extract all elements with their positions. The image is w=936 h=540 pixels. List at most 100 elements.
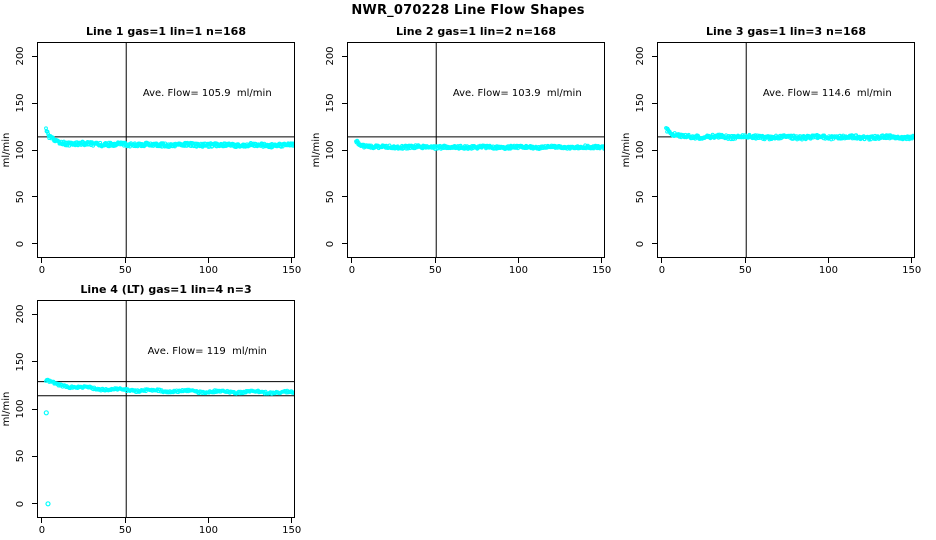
y-axis-label: ml/min (1, 132, 12, 168)
y-tick-label: 0 (15, 500, 26, 507)
y-tick-label: 150 (325, 93, 336, 113)
y-tick-label: 200 (15, 304, 26, 324)
x-tick-label: 100 (818, 265, 838, 276)
x-tick-mark (124, 518, 126, 523)
outlier-point (43, 410, 49, 416)
panel-1-title: Line 1 gas=1 lin=1 n=168 (85, 25, 246, 38)
x-tick-label: 150 (282, 525, 302, 536)
x-tick-mark (291, 518, 293, 523)
avg-flow-annotation-3: Ave. Flow= 114.6 ml/min (762, 87, 892, 99)
x-tick-label: 50 (738, 265, 752, 276)
y-tick-label: 50 (635, 190, 646, 204)
y-axis-label: ml/min (311, 132, 322, 168)
y-tick-label: 150 (15, 352, 26, 372)
x-tick-mark (434, 258, 436, 263)
x-tick-label: 0 (658, 265, 666, 276)
y-tick-label: 0 (635, 240, 646, 248)
y-axis-label: ml/min (1, 391, 12, 427)
x-tick-label: 0 (38, 265, 46, 276)
y-tick-label: 50 (15, 450, 26, 463)
x-tick-mark (41, 518, 43, 523)
y-tick-mark (32, 243, 37, 245)
x-tick-mark (207, 258, 209, 263)
panel-3-plot-box (657, 42, 915, 258)
x-tick-mark (827, 258, 829, 263)
figure-title: NWR_070228 Line Flow Shapes (351, 3, 585, 18)
avg-flow-annotation-2: Ave. Flow= 103.9 ml/min (452, 87, 582, 99)
y-tick-mark (32, 102, 37, 104)
y-tick-label: 100 (15, 399, 26, 419)
y-tick-label: 200 (15, 46, 26, 66)
panel-3-title: Line 3 gas=1 lin=3 n=168 (705, 25, 866, 38)
flow-points (664, 126, 914, 142)
avg-flow-annotation-1: Ave. Flow= 105.9 ml/min (142, 87, 272, 99)
y-tick-mark (652, 243, 657, 245)
x-tick-label: 0 (38, 525, 46, 536)
y-tick-label: 150 (635, 93, 646, 113)
x-tick-mark (517, 258, 519, 263)
panel-1-plot-box (37, 42, 295, 258)
y-tick-label: 0 (15, 240, 26, 248)
x-tick-label: 50 (428, 265, 442, 276)
x-tick-label: 100 (198, 265, 218, 276)
x-tick-mark (911, 258, 913, 263)
flow-points (44, 126, 294, 150)
x-tick-label: 100 (198, 525, 218, 536)
x-tick-mark (207, 518, 209, 523)
panel-3-scatter-plot (658, 43, 914, 257)
y-tick-mark (652, 196, 657, 198)
avg-flow-annotation-4: Ave. Flow= 119 ml/min (147, 346, 267, 358)
y-tick-mark (342, 149, 347, 151)
y-tick-mark (652, 55, 657, 57)
x-tick-label: 0 (348, 265, 356, 276)
y-tick-mark (32, 196, 37, 198)
panel-4-title: Line 4 (LT) gas=1 lin=4 n=3 (80, 283, 252, 296)
flow-points (354, 138, 604, 151)
y-tick-mark (342, 102, 347, 104)
y-tick-mark (32, 408, 37, 410)
y-tick-mark (652, 149, 657, 151)
panel-4-scatter-plot (38, 301, 294, 517)
y-tick-mark (32, 503, 37, 505)
x-tick-label: 50 (118, 265, 132, 276)
y-tick-mark (342, 243, 347, 245)
y-tick-label: 100 (15, 140, 26, 160)
panel-2-title: Line 2 gas=1 lin=2 n=168 (395, 25, 556, 38)
x-tick-mark (351, 258, 353, 263)
x-tick-label: 50 (118, 525, 132, 536)
y-axis-label: ml/min (621, 132, 632, 168)
x-tick-mark (601, 258, 603, 263)
y-tick-mark (342, 196, 347, 198)
y-tick-mark (32, 361, 37, 363)
x-tick-mark (291, 258, 293, 263)
x-tick-mark (661, 258, 663, 263)
y-tick-mark (652, 102, 657, 104)
y-tick-label: 200 (325, 46, 336, 66)
y-tick-label: 100 (635, 140, 646, 160)
y-tick-label: 50 (325, 190, 336, 204)
x-tick-label: 100 (508, 265, 528, 276)
y-tick-mark (32, 313, 37, 315)
y-tick-mark (342, 55, 347, 57)
outlier-point (45, 501, 51, 507)
y-tick-label: 0 (325, 240, 336, 248)
y-tick-mark (32, 149, 37, 151)
y-tick-mark (32, 455, 37, 457)
panel-2-plot-box (347, 42, 605, 258)
panel-4-plot-box (37, 300, 295, 518)
y-tick-mark (32, 55, 37, 57)
y-tick-label: 150 (15, 93, 26, 113)
x-tick-mark (744, 258, 746, 263)
x-tick-mark (41, 258, 43, 263)
x-tick-label: 150 (282, 265, 302, 276)
x-tick-label: 150 (592, 265, 612, 276)
y-tick-label: 50 (15, 190, 26, 204)
flow-points (43, 377, 294, 507)
y-tick-label: 100 (325, 140, 336, 160)
x-tick-mark (124, 258, 126, 263)
panel-1-scatter-plot (38, 43, 294, 257)
y-tick-label: 200 (635, 46, 646, 66)
panel-2-scatter-plot (348, 43, 604, 257)
x-tick-label: 150 (902, 265, 922, 276)
